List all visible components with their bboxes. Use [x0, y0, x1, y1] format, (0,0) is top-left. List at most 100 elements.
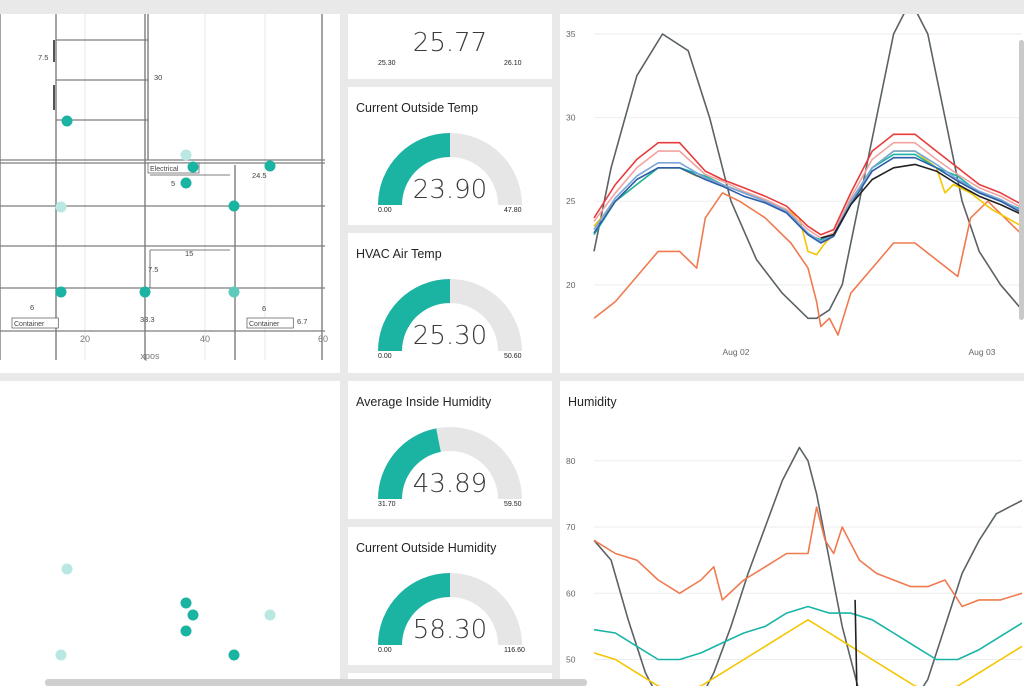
gauge-max: 116.60 — [504, 647, 525, 654]
x-tick-label: 60 — [318, 334, 328, 344]
gauge-min: 0.00 — [378, 353, 392, 360]
dimension-label: 15 — [185, 249, 193, 258]
sensor-marker — [180, 177, 192, 189]
humidity-chart-card: Humidity 80 70 60 50 — [560, 381, 1024, 686]
sensor-marker — [55, 649, 67, 661]
temperature-floorplan: 7.5 30 Electrical 5 24.5 15 7.5 6 Container 33.3 6… — [0, 14, 328, 361]
gauge-arc — [378, 279, 522, 351]
x-tick-label: 20 — [80, 334, 90, 344]
gauge-max: 59.50 — [504, 501, 522, 508]
x-tick-label: Aug 02 — [723, 347, 750, 357]
temperature-chart-card: 35 30 25 20 Aug 02 Aug 03 — [560, 14, 1024, 373]
humidity-line-chart: 80 70 60 50 — [566, 446, 1023, 686]
y-tick-label: 60 — [566, 588, 576, 598]
sensor-marker — [228, 649, 240, 661]
gauge-value: 23.90 — [412, 175, 488, 205]
gauge-max: 50.60 — [504, 353, 522, 360]
label-box — [11, 317, 59, 329]
gauge-title: HVAC Air Temp — [356, 247, 442, 261]
gauge-fill — [378, 279, 450, 351]
gauge-min: 25.30 — [378, 60, 396, 67]
dimension-label: 7.5 — [38, 53, 48, 62]
series-line — [593, 156, 1023, 244]
gauge-value: 25.77 — [412, 28, 488, 58]
gauge-value: 58.30 — [412, 615, 488, 645]
dimension-label: 6.7 — [297, 317, 307, 326]
y-tick-label: 35 — [566, 29, 576, 39]
y-tick-label: 30 — [566, 113, 576, 123]
dimension-label: 30 — [154, 73, 162, 82]
gauge-fill — [378, 428, 441, 499]
hvac-air-temp-gauge-card: HVAC Air Temp 25.30 0.00 50.60 — [348, 233, 552, 373]
gauge-max: 47.80 — [504, 207, 522, 214]
vertical-scrollbar[interactable] — [1019, 40, 1024, 320]
series-line — [854, 599, 858, 686]
y-tick-label: 50 — [566, 655, 576, 665]
label-box — [147, 162, 200, 174]
gauge-arc — [378, 427, 522, 499]
sensor-marker — [264, 609, 276, 621]
gauge-title: Average Inside Humidity — [356, 395, 492, 409]
x-axis-label: xpos — [140, 351, 160, 361]
dimension-label: 5 — [171, 179, 175, 188]
y-tick-label: 20 — [566, 280, 576, 290]
gauge-fill — [378, 133, 450, 205]
avg-inside-humidity-gauge-card: Average Inside Humidity 43.89 31.70 59.5… — [348, 381, 552, 519]
label-box — [246, 317, 294, 329]
series-line — [593, 619, 1023, 686]
sensor-marker — [139, 286, 151, 298]
sensor-marker — [264, 160, 276, 172]
sensor-marker — [180, 625, 192, 637]
series-line — [593, 605, 1023, 661]
dimension-label: 7.5 — [148, 265, 158, 274]
dimension-label: Container — [14, 321, 45, 328]
series-line — [593, 150, 1023, 243]
sensor-marker — [61, 563, 73, 575]
y-tick-label: 25 — [566, 196, 576, 206]
dimension-label: 33.3 — [140, 315, 155, 324]
outside-humidity-gauge-card: Current Outside Humidity 58.30 0.00 116.… — [348, 527, 552, 665]
series-line — [593, 506, 1023, 608]
gauge-min: 0.00 — [378, 647, 392, 654]
series-line — [593, 14, 1023, 320]
sensor-marker — [228, 200, 240, 212]
dimension-label: 24.5 — [252, 171, 267, 180]
sensor-marker — [228, 286, 240, 298]
sensor-marker — [61, 115, 73, 127]
series-line — [593, 133, 1023, 236]
gauge-value: 43.89 — [412, 469, 488, 499]
gauge-value: 25.30 — [412, 321, 488, 351]
temperature-line-chart: 35 30 25 20 Aug 02 Aug 03 — [566, 14, 1023, 357]
gauge-min: 31.70 — [378, 501, 396, 508]
sensor-marker — [187, 161, 199, 173]
x-tick-label: 40 — [200, 334, 210, 344]
sensor-marker — [180, 597, 192, 609]
gauge-arc — [378, 133, 522, 205]
dimension-label: Container — [249, 321, 280, 328]
gauge-min: 0.00 — [378, 207, 392, 214]
gauge-title: Current Outside Temp — [356, 101, 479, 115]
dimension-label: Electrical — [150, 166, 179, 173]
gauge-fill — [378, 573, 450, 645]
outside-temp-gauge-card: Current Outside Temp 23.90 0.00 47.80 — [348, 87, 552, 225]
sensor-marker — [55, 201, 67, 213]
sensor-marker — [187, 609, 199, 621]
chart-title: Humidity — [568, 395, 617, 409]
series-line — [593, 141, 1023, 239]
dimension-label: 6 — [30, 303, 34, 312]
horizontal-scrollbar[interactable] — [45, 679, 587, 686]
gauge-arc — [378, 573, 522, 645]
sensor-marker — [55, 286, 67, 298]
x-tick-label: Aug 03 — [969, 347, 996, 357]
series-line — [820, 163, 1023, 239]
series-line — [593, 150, 1023, 256]
temperature-floorplan-card: 7.5 30 Electrical 5 24.5 15 7.5 6 Container 33.3 6… — [0, 14, 340, 373]
y-tick-label: 70 — [566, 522, 576, 532]
gauge-title: Current Outside Humidity — [356, 541, 497, 555]
gauge-max: 26.10 — [504, 60, 522, 67]
sensor-marker — [180, 149, 192, 161]
series-line — [593, 192, 1023, 336]
dimension-label: 6 — [262, 304, 266, 313]
